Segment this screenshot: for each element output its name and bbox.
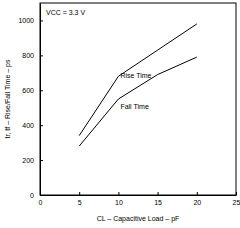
x-axis-title: CL – Capacitive Load – pF bbox=[97, 215, 180, 223]
x-tick: 25 bbox=[233, 192, 240, 206]
x-tick-mark bbox=[236, 192, 237, 195]
series-label: Fall Time bbox=[120, 103, 148, 110]
y-tick: 800 bbox=[22, 52, 43, 59]
series-line bbox=[79, 24, 197, 136]
series-label: Rise Time bbox=[120, 72, 151, 79]
y-tick-label: 800 bbox=[22, 52, 34, 59]
x-tick-label: 15 bbox=[154, 199, 162, 206]
y-tick-label: 400 bbox=[22, 122, 34, 129]
y-tick-mark bbox=[40, 195, 43, 196]
x-tick: 10 bbox=[115, 192, 123, 206]
y-tick: 600 bbox=[22, 87, 43, 94]
x-tick-label: 20 bbox=[193, 199, 201, 206]
y-tick-mark bbox=[40, 160, 43, 161]
y-tick: 200 bbox=[22, 157, 43, 164]
y-tick-label: 200 bbox=[22, 157, 34, 164]
x-tick-mark bbox=[197, 192, 198, 195]
series-line bbox=[79, 57, 197, 146]
y-tick-label: 1000 bbox=[18, 17, 34, 24]
annotation: VCC = 3.3 V bbox=[46, 9, 85, 16]
x-axis: 0 5 10 15 20 25 bbox=[39, 192, 240, 206]
x-tick: 5 bbox=[78, 192, 82, 206]
chart: 0 5 10 15 20 25 0 200 400 600 800 1000 Rise Time Fall… bbox=[0, 0, 240, 228]
x-tick-label: 0 bbox=[39, 199, 43, 206]
y-tick-mark bbox=[40, 125, 43, 126]
lines bbox=[79, 24, 197, 146]
x-tick-mark bbox=[118, 192, 119, 195]
y-tick-label: 0 bbox=[30, 192, 34, 199]
x-tick-label: 25 bbox=[233, 199, 240, 206]
x-tick-label: 5 bbox=[78, 199, 82, 206]
y-tick-label: 600 bbox=[22, 87, 34, 94]
y-axis-title: tr, tf – Rise/Fall Time – ps bbox=[4, 59, 12, 138]
plot-frame bbox=[40, 3, 236, 195]
y-tick-mark bbox=[40, 20, 43, 21]
y-axis-line bbox=[40, 4, 41, 196]
y-tick: 0 bbox=[30, 192, 43, 199]
y-tick: 400 bbox=[22, 122, 43, 129]
x-tick: 20 bbox=[193, 192, 201, 206]
x-tick: 15 bbox=[154, 192, 162, 206]
y-tick-mark bbox=[40, 90, 43, 91]
x-tick-mark bbox=[79, 192, 80, 195]
y-tick-mark bbox=[40, 55, 43, 56]
x-tick-mark bbox=[158, 192, 159, 195]
x-axis-line bbox=[41, 195, 237, 196]
y-tick: 1000 bbox=[18, 17, 43, 24]
plot: 0 5 10 15 20 25 0 200 400 600 800 1000 Rise Time Fall… bbox=[18, 3, 240, 206]
x-tick-label: 10 bbox=[115, 199, 123, 206]
y-axis: 0 200 400 600 800 1000 bbox=[18, 4, 43, 199]
